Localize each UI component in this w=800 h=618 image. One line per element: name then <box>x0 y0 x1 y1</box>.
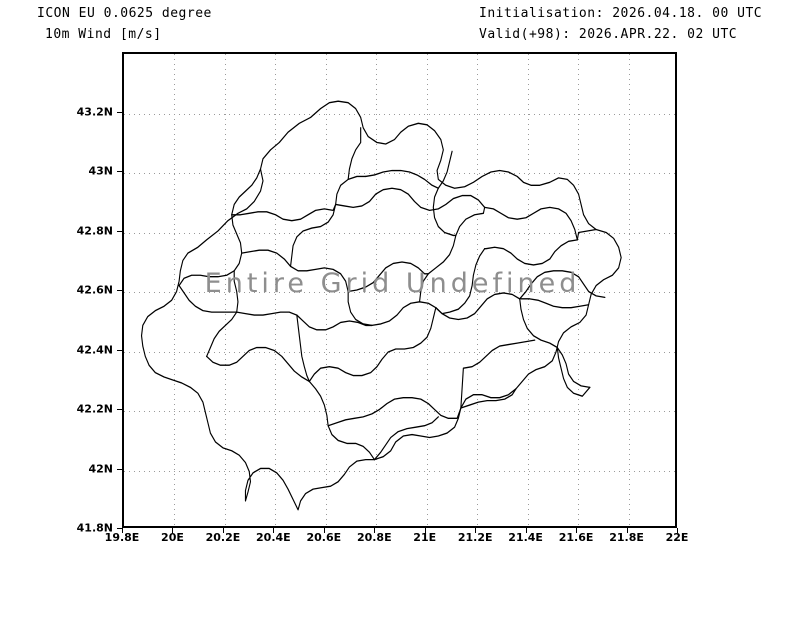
municipal-boundary-2 <box>241 249 373 327</box>
gridline-vertical <box>275 54 277 526</box>
y-axis-tick <box>117 230 122 232</box>
x-axis-tick <box>122 528 123 533</box>
municipal-boundary-6 <box>418 206 486 303</box>
municipal-boundary-20 <box>373 416 439 461</box>
x-axis-label: 21.6E <box>558 531 594 544</box>
x-axis-tick <box>475 528 477 533</box>
gridline-vertical <box>224 54 226 526</box>
y-axis-label: 42.8N <box>76 224 113 237</box>
x-axis-label: 22E <box>665 531 689 544</box>
y-axis-label: 42.2N <box>76 402 113 416</box>
municipal-boundary-28 <box>576 228 597 241</box>
y-axis-label: 43.2N <box>76 105 113 118</box>
y-axis-tick <box>117 111 122 113</box>
gridline-horizontal <box>124 411 675 412</box>
x-axis-label: 20E <box>161 531 184 544</box>
municipal-boundary-1 <box>178 168 262 287</box>
y-axis-tick <box>117 290 122 291</box>
gridline-vertical <box>578 54 580 526</box>
municipal-boundary-17 <box>484 239 578 266</box>
map-plot-area[interactable]: Entire Grid Undefined <box>122 52 677 528</box>
x-axis-tick <box>525 528 527 533</box>
x-axis-tick <box>626 528 628 533</box>
x-axis-label: 19.8E <box>104 531 140 544</box>
x-axis-tick <box>323 528 325 533</box>
municipal-boundary-27 <box>365 169 439 189</box>
municipal-boundary-10 <box>308 307 437 383</box>
gridline-vertical <box>376 54 378 526</box>
watermark-layer: Entire Grid Undefined <box>124 54 675 526</box>
y-axis-tick <box>117 409 122 410</box>
gridline-horizontal <box>124 173 675 174</box>
map-boundaries <box>124 54 675 526</box>
valid-time: Valid(+98): 2026.APR.22. 02 UTC <box>479 27 738 42</box>
x-axis-tick <box>576 528 578 533</box>
municipal-boundary-21 <box>206 270 239 358</box>
municipal-boundary-18 <box>520 298 590 309</box>
x-axis-tick <box>677 528 678 533</box>
x-axis-label: 20.8E <box>356 531 392 544</box>
y-axis-label: 42N <box>88 462 113 475</box>
gridline-horizontal <box>124 292 675 293</box>
x-axis-label: 21.4E <box>508 531 543 544</box>
national-border <box>140 100 622 511</box>
x-axis-tick <box>172 528 174 533</box>
y-axis-tick <box>117 171 122 172</box>
x-axis-tick <box>273 528 275 533</box>
gridlines <box>124 54 675 526</box>
municipal-boundary-7 <box>484 206 578 241</box>
municipal-boundary-8 <box>519 270 606 300</box>
y-axis-tick <box>117 528 122 529</box>
municipal-boundary-26 <box>347 127 362 181</box>
gridline-horizontal <box>124 470 675 472</box>
municipal-boundary-14 <box>347 261 429 293</box>
municipal-boundary-15 <box>231 203 337 222</box>
initialisation-time: Initialisation: 2026.04.18. 00 UTC <box>479 6 763 21</box>
variable-title: 10m Wind [m/s] <box>45 27 162 42</box>
y-axis-label: 42.6N <box>76 283 113 297</box>
y-axis-label: 41.8N <box>76 521 113 535</box>
x-axis-label: 20.4E <box>256 531 291 544</box>
municipal-boundary-5 <box>371 292 521 327</box>
gridline-vertical <box>477 54 479 526</box>
municipal-boundary-23 <box>296 314 310 383</box>
municipal-boundary-29 <box>178 284 238 313</box>
y-axis-tick <box>117 349 122 351</box>
municipal-boundary-19 <box>460 388 517 409</box>
watermark-container: Entire Grid Undefined <box>124 54 675 526</box>
municipal-boundary-12 <box>308 380 376 461</box>
municipal-boundary-4 <box>335 187 486 212</box>
x-axis-tick <box>222 528 224 533</box>
x-axis-tick <box>424 528 426 533</box>
gridline-vertical <box>527 54 529 526</box>
municipal-boundary-13 <box>327 397 462 427</box>
municipal-boundary-25 <box>556 346 591 397</box>
x-axis-label: 21.8E <box>609 531 644 544</box>
gridline-horizontal <box>124 351 675 353</box>
watermark-text: Entire Grid Undefined <box>204 267 581 299</box>
municipal-boundary-16 <box>432 150 457 237</box>
kosovo-boundaries-svg <box>140 100 622 511</box>
municipal-boundary-11 <box>206 346 310 383</box>
x-axis-label: 21E <box>413 531 437 544</box>
gridline-vertical <box>628 54 630 526</box>
municipal-boundary-24 <box>460 339 536 409</box>
municipal-boundary-9 <box>519 298 591 389</box>
gridline-horizontal <box>124 113 675 115</box>
y-axis-label: 43N <box>88 164 113 178</box>
municipal-boundary-3 <box>289 175 367 268</box>
gridline-vertical <box>174 54 176 526</box>
y-axis-tick <box>117 468 122 470</box>
gridline-vertical <box>325 54 327 526</box>
gridline-vertical <box>426 54 428 526</box>
y-axis-label: 42.4N <box>76 343 113 356</box>
x-axis-label: 20.6E <box>306 531 342 544</box>
x-axis-tick <box>374 528 376 533</box>
x-axis-label: 21.2E <box>457 531 493 544</box>
municipal-boundary-22 <box>236 311 373 331</box>
model-title: ICON EU 0.0625 degree <box>37 6 212 21</box>
gridline-horizontal <box>124 232 675 234</box>
municipal-boundary-30 <box>435 248 486 315</box>
x-axis-label: 20.2E <box>205 531 241 544</box>
